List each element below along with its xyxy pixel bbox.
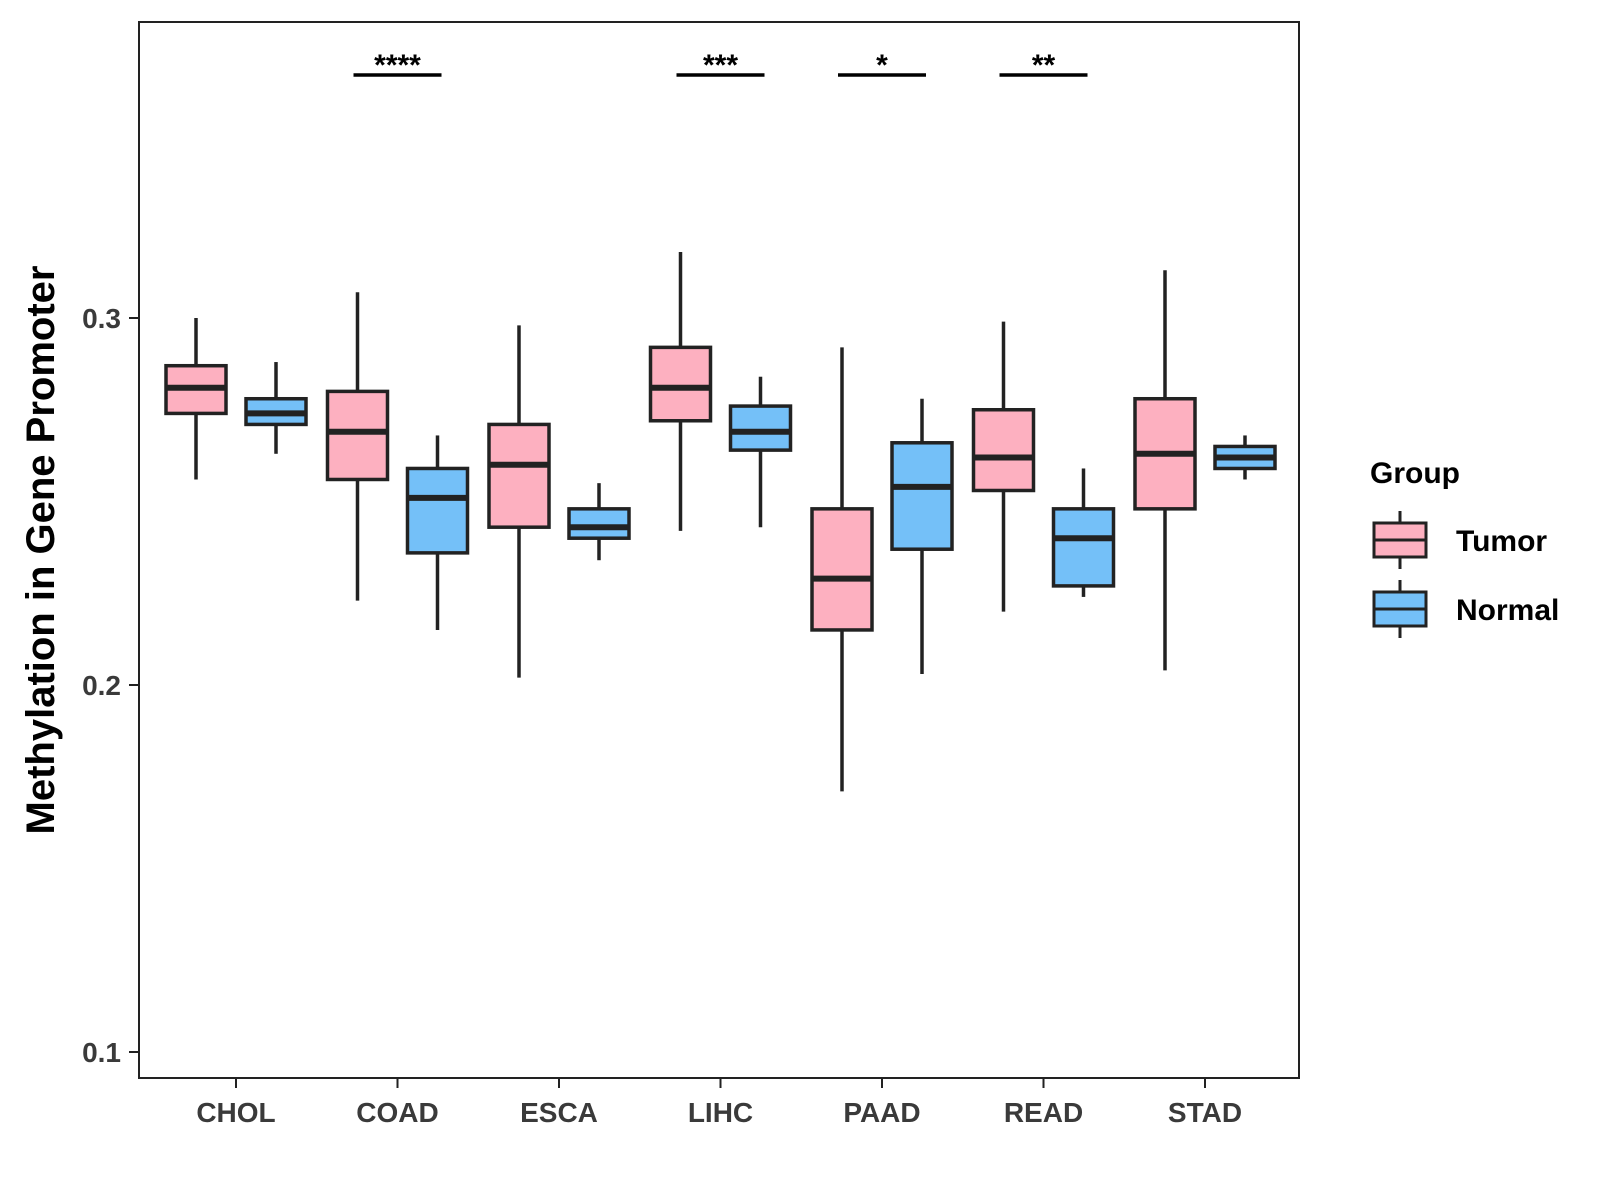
box-tumor-esca [487, 325, 551, 678]
significance-label: **** [374, 49, 421, 82]
box-body [487, 422, 551, 529]
x-tick-label: STAD [1168, 1097, 1242, 1128]
significance-label: *** [703, 49, 738, 82]
x-axis: CHOL COAD ESCA LIHC PAAD READ STAD [196, 1078, 1242, 1128]
legend-label: Tumor [1456, 525, 1547, 558]
box-body [971, 408, 1036, 493]
box-body [567, 507, 631, 540]
significance-read: ** [999, 49, 1088, 82]
y-tick-label: 0.2 [82, 670, 121, 701]
box-normal-stad [1213, 435, 1277, 480]
x-tick-label: PAAD [843, 1097, 920, 1128]
x-tick-label: ESCA [520, 1097, 598, 1128]
x-tick-label: CHOL [196, 1097, 275, 1128]
significance-label: * [876, 49, 888, 82]
x-tick-label: LIHC [688, 1097, 753, 1128]
box-series [164, 251, 1277, 792]
box-body [1051, 507, 1116, 588]
significance-coad: **** [353, 49, 442, 82]
box-normal-chol [244, 362, 308, 454]
box-body [728, 404, 793, 452]
plot-panel-border [138, 21, 1300, 1079]
box-body [648, 345, 713, 423]
legend-label: Normal [1456, 594, 1559, 627]
significance-paad: * [838, 49, 926, 82]
significance-annotations: **** *** * ** [353, 49, 1088, 82]
y-axis: 0.1 0.2 0.3 [82, 303, 139, 1068]
box-body [810, 507, 874, 632]
box-tumor-stad [1133, 270, 1197, 671]
legend: Group Tumor Normal [1370, 457, 1559, 638]
box-normal-coad [405, 435, 470, 630]
box-tumor-coad [325, 292, 390, 601]
legend-items: Tumor Normal [1372, 511, 1559, 638]
box-tumor-read [971, 321, 1036, 612]
series-tumor [164, 251, 1197, 792]
box-normal-paad [890, 398, 954, 674]
legend-item-tumor: Tumor [1372, 511, 1547, 569]
x-tick-label: COAD [356, 1097, 438, 1128]
box-body [325, 389, 390, 482]
y-axis-title: Methylation in Gene Promoter [19, 266, 63, 835]
box-tumor-lihc [648, 251, 713, 531]
legend-item-normal: Normal [1372, 580, 1559, 638]
box-normal-read [1051, 468, 1116, 597]
box-normal-esca [567, 483, 631, 561]
box-body [405, 466, 470, 555]
significance-lihc: *** [676, 49, 765, 82]
box-body [890, 441, 954, 551]
x-tick-label: READ [1004, 1097, 1083, 1128]
legend-title: Group [1370, 457, 1460, 490]
box-normal-lihc [728, 376, 793, 528]
series-normal [244, 362, 1277, 674]
box-tumor-paad [810, 347, 874, 792]
y-tick-label: 0.3 [82, 303, 121, 334]
y-tick-label: 0.1 [82, 1037, 121, 1068]
box-tumor-chol [164, 318, 228, 480]
significance-label: ** [1032, 49, 1056, 82]
